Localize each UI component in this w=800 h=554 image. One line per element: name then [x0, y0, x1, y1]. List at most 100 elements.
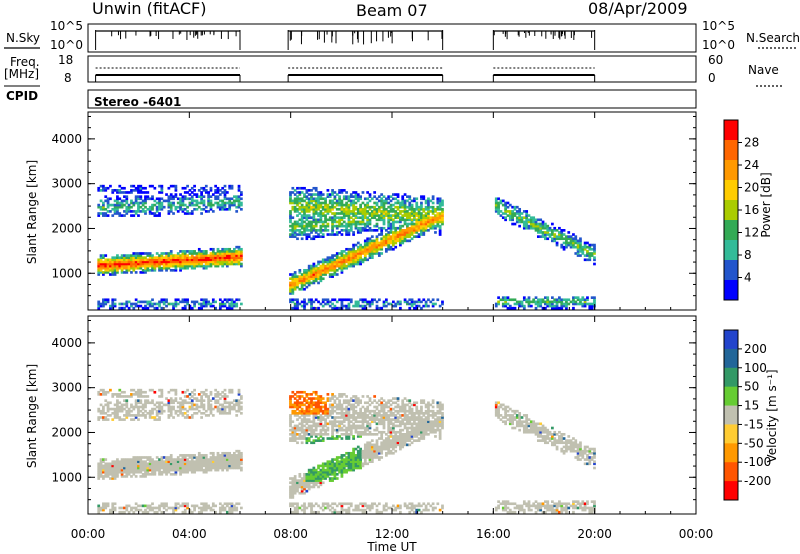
velocity-cell [214, 468, 218, 472]
power-cell [340, 207, 344, 211]
velocity-cell [160, 395, 164, 398]
power-cell [408, 212, 412, 215]
velocity-cell [155, 409, 159, 413]
power-cell [394, 201, 398, 205]
power-cell [188, 252, 192, 255]
velocity-cell [305, 483, 309, 487]
velocity-cell [137, 401, 140, 405]
power-cell [546, 298, 550, 302]
power-cell [237, 247, 241, 251]
power-cell [359, 231, 362, 234]
velocity-cell [312, 418, 316, 421]
velocity-cell [172, 401, 175, 405]
power-cell [111, 262, 115, 266]
power-cell [165, 260, 168, 264]
power-cell [504, 298, 507, 302]
power-cell [438, 207, 442, 211]
power-cell [347, 229, 351, 232]
velocity-cell [347, 428, 351, 432]
velocity-cell [195, 403, 199, 407]
velocity-cell [317, 407, 320, 411]
power-cell [139, 201, 143, 205]
power-cell [174, 258, 178, 262]
velocity-cell [123, 395, 126, 398]
power-cell [396, 300, 400, 304]
power-cell [139, 195, 143, 198]
velocity-cell [211, 508, 215, 512]
velocity-cell [127, 466, 131, 470]
power-cell [361, 298, 365, 302]
power-cell [590, 254, 594, 257]
velocity-cell [312, 407, 316, 411]
velocity-cell [240, 407, 243, 411]
power-cell [190, 256, 194, 260]
velocity-cell [200, 454, 203, 457]
power-cell [338, 218, 341, 222]
velocity-cell [158, 508, 161, 512]
velocity-cell [293, 403, 297, 407]
power-cell [97, 264, 101, 268]
velocity-cell [218, 409, 222, 413]
velocity-cell [116, 462, 119, 466]
power-cell [197, 264, 201, 268]
power-cell [235, 262, 239, 266]
velocity-cell [216, 409, 220, 413]
velocity-cell [333, 477, 337, 480]
power-cell [356, 220, 360, 224]
velocity-cell [137, 409, 140, 413]
velocity-cell [214, 388, 218, 392]
power-cell [375, 207, 379, 211]
velocity-cell [303, 433, 306, 436]
velocity-cell [326, 409, 330, 413]
power-cell [223, 247, 227, 251]
velocity-cell [141, 390, 145, 394]
power-cell [541, 226, 545, 230]
velocity-cell [99, 409, 103, 413]
power-cell [427, 210, 430, 213]
power-cell [109, 203, 112, 207]
velocity-cell [312, 409, 316, 413]
power-cell [420, 222, 423, 226]
power-cell [162, 258, 166, 262]
power-cell [525, 224, 529, 228]
velocity-cell [298, 409, 302, 413]
power-cell [380, 201, 384, 205]
power-cell [165, 199, 168, 203]
power-cell [415, 218, 419, 222]
power-cell [548, 226, 552, 230]
power-cell [497, 201, 500, 205]
velocity-cell [183, 416, 187, 419]
power-cell [200, 197, 203, 201]
power-cell [536, 231, 540, 234]
velocity-cell [317, 409, 320, 413]
velocity-cell [155, 468, 159, 472]
velocity-cell [347, 407, 351, 411]
power-cell [349, 252, 353, 255]
power-cell [558, 300, 561, 304]
velocity-cell [331, 426, 334, 430]
power-cell [155, 258, 159, 262]
power-cell [137, 207, 140, 211]
power-cell [139, 271, 143, 274]
velocity-cell [324, 428, 327, 432]
power-cell [120, 191, 124, 194]
power-cell [572, 237, 575, 241]
power-cell [438, 304, 442, 308]
power-cell [218, 304, 222, 308]
velocity-cell [144, 414, 147, 417]
power-cell [417, 235, 421, 238]
power-cell [296, 279, 299, 283]
power-cell [314, 268, 318, 272]
power-cell [410, 224, 414, 228]
velocity-cell [137, 395, 140, 398]
power-cell [141, 201, 145, 205]
power-cell [356, 195, 360, 198]
power-cell [230, 186, 234, 190]
power-cell [401, 233, 405, 236]
power-cell [324, 302, 327, 306]
velocity-cell [296, 479, 299, 482]
power-cell [307, 189, 311, 192]
power-cell [504, 212, 507, 215]
power-cell [186, 264, 189, 268]
velocity-cell [340, 456, 344, 459]
